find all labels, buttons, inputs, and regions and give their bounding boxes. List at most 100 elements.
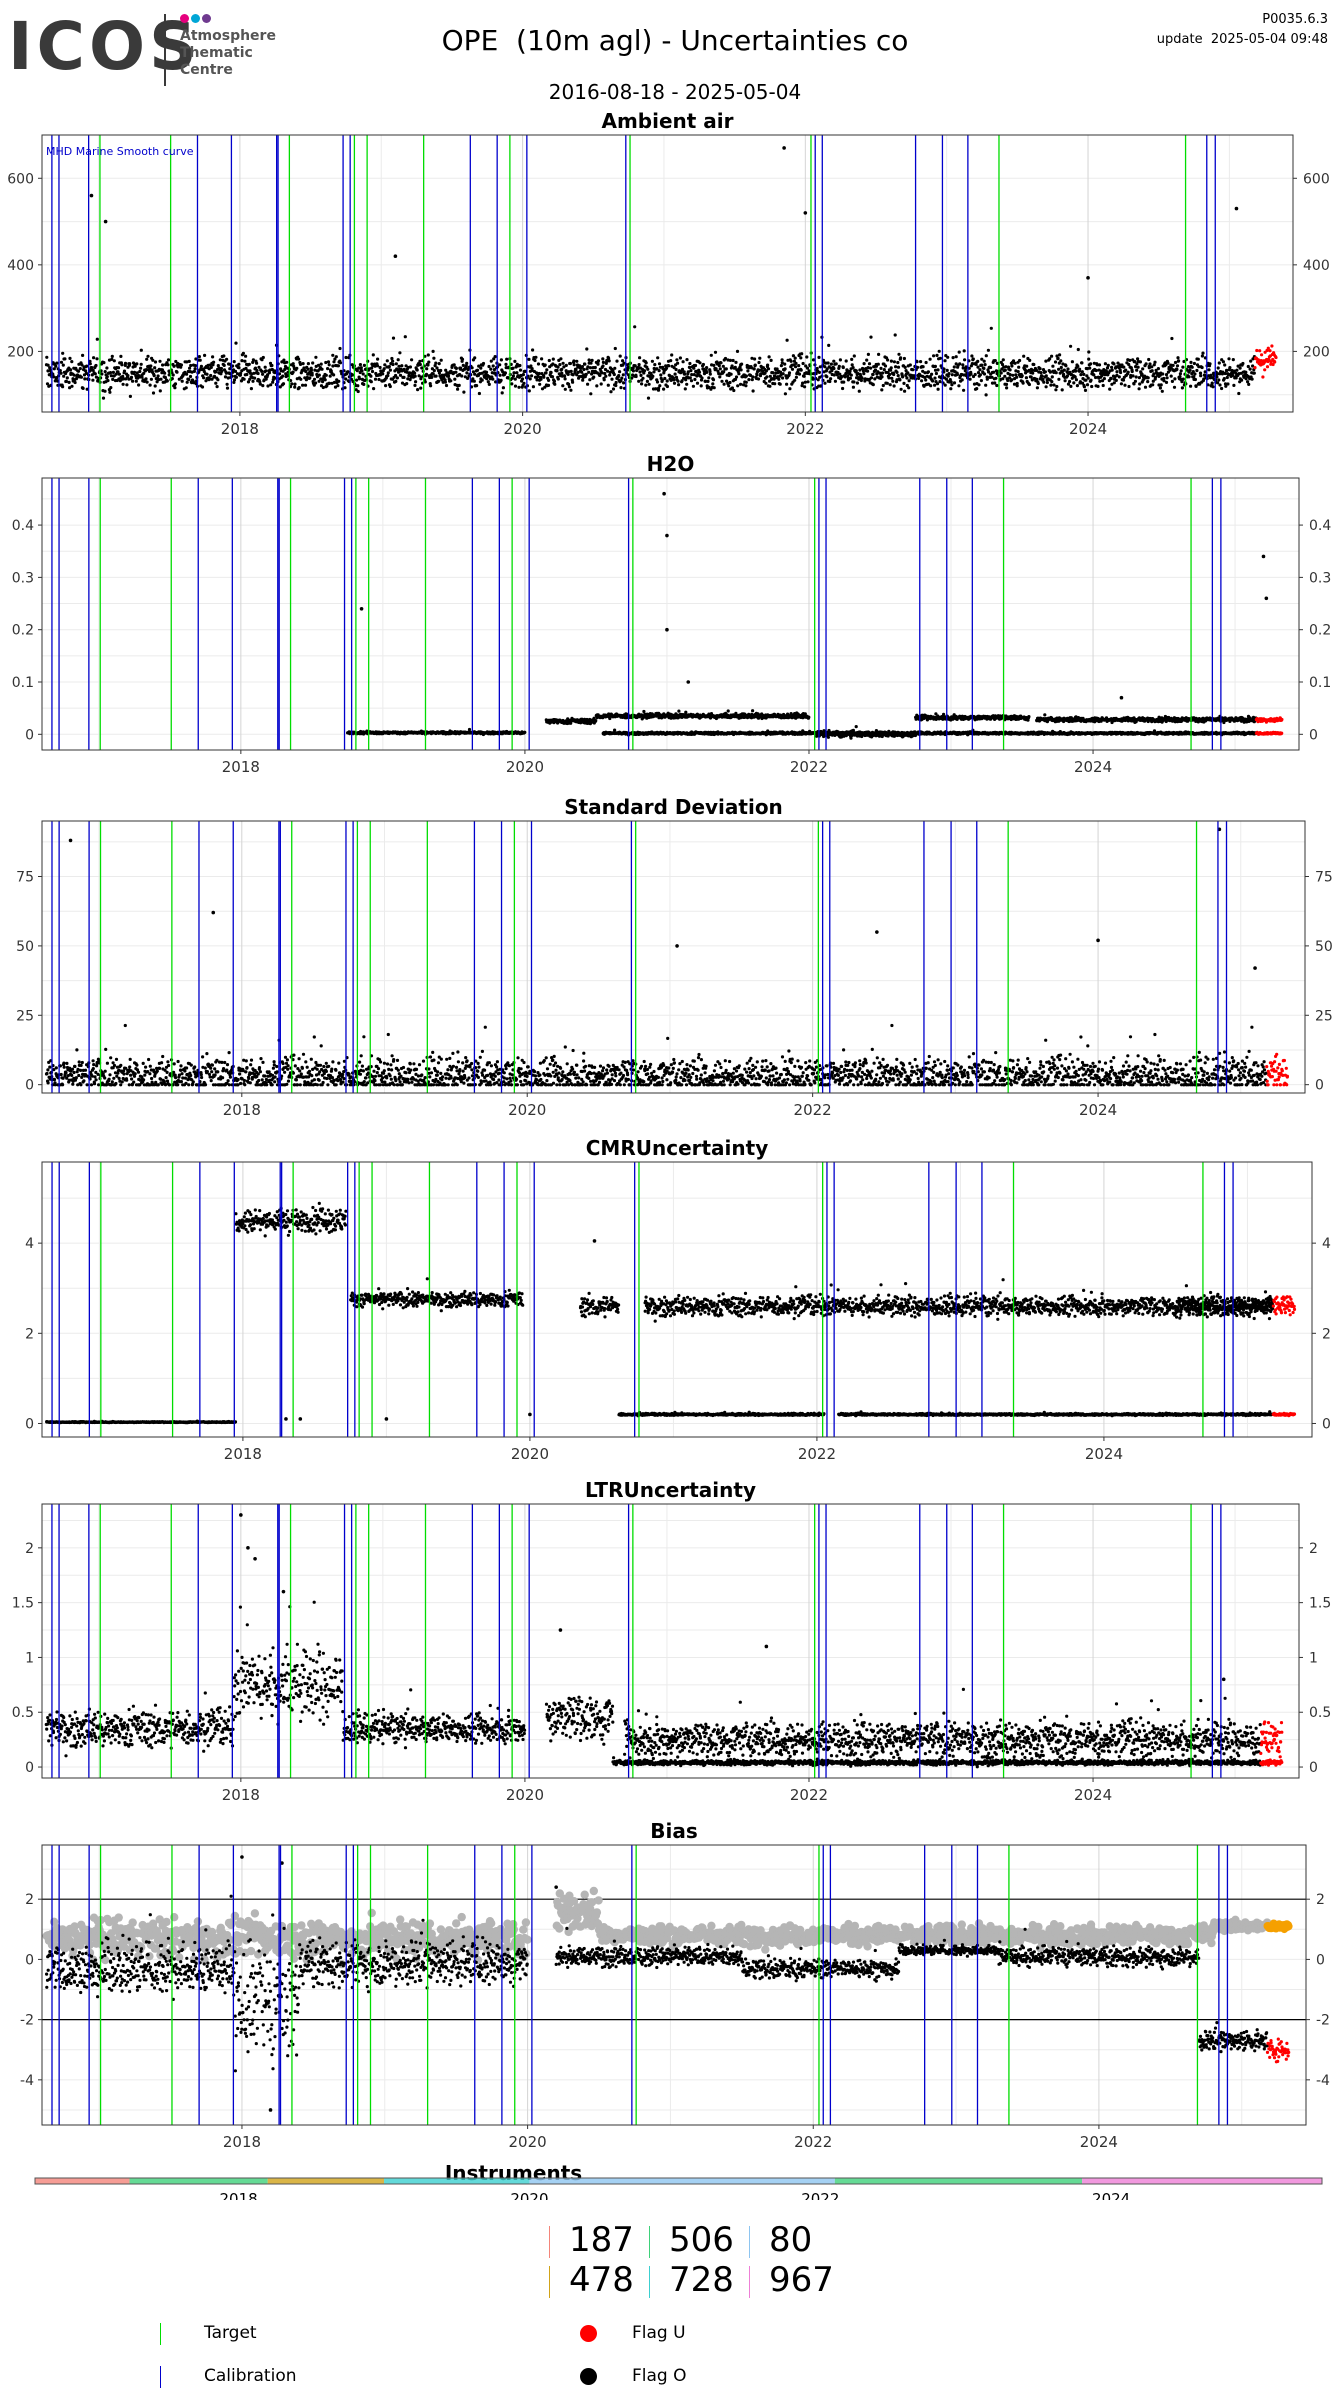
data-point — [59, 371, 63, 375]
data-point — [187, 377, 191, 382]
data-point — [269, 383, 273, 387]
data-point — [385, 359, 389, 363]
data-point — [963, 369, 967, 373]
data-point — [543, 363, 547, 367]
data-point — [81, 353, 85, 357]
data-point — [105, 366, 109, 370]
data-point — [261, 372, 265, 376]
data-point — [251, 360, 255, 364]
data-point — [1127, 384, 1131, 389]
data-point — [1198, 382, 1202, 386]
data-point — [873, 368, 878, 372]
logo-divider — [164, 14, 166, 86]
data-point — [646, 367, 650, 371]
data-point — [1253, 366, 1257, 370]
data-point — [314, 355, 318, 359]
data-point — [338, 346, 342, 351]
plot-area — [346, 491, 1284, 740]
data-point — [645, 379, 650, 383]
data-point — [672, 366, 676, 370]
data-point — [377, 377, 381, 382]
data-point — [587, 358, 591, 362]
data-point — [454, 366, 458, 370]
data-point — [1215, 375, 1219, 379]
data-point — [1240, 378, 1244, 382]
data-point — [902, 356, 907, 361]
data-point — [653, 363, 657, 367]
data-point — [336, 364, 340, 368]
data-point — [586, 382, 590, 386]
data-point — [1210, 381, 1214, 385]
data-point — [642, 369, 647, 373]
data-point — [271, 380, 275, 384]
data-point — [291, 362, 295, 366]
data-point — [1193, 377, 1197, 382]
data-point — [1124, 368, 1128, 372]
data-point — [1053, 360, 1058, 364]
data-point — [145, 380, 149, 384]
data-point — [972, 382, 977, 386]
data-point — [747, 378, 751, 382]
data-point — [769, 358, 773, 362]
data-point — [832, 373, 836, 377]
data-point — [518, 368, 523, 372]
data-point — [989, 326, 993, 330]
data-point — [481, 361, 486, 366]
data-point — [1236, 364, 1240, 368]
data-point — [904, 369, 908, 373]
data-point — [802, 374, 806, 378]
data-point — [727, 384, 731, 388]
data-point — [744, 374, 749, 378]
data-point — [479, 366, 483, 370]
data-point — [704, 379, 708, 383]
data-point — [569, 388, 573, 392]
data-point — [1190, 365, 1194, 369]
data-point — [669, 359, 673, 363]
outlier-point — [1234, 206, 1239, 211]
data-point — [102, 361, 106, 365]
data-point — [718, 367, 722, 371]
data-point — [1232, 383, 1236, 387]
data-point — [1199, 374, 1203, 378]
data-point — [873, 377, 877, 381]
data-point — [977, 383, 981, 387]
data-point — [938, 356, 943, 360]
data-point — [432, 369, 436, 373]
data-point — [437, 371, 441, 375]
data-point — [674, 375, 679, 379]
data-point — [542, 375, 546, 379]
data-point — [823, 381, 827, 385]
data-point — [688, 361, 692, 366]
plot-area — [44, 146, 1278, 400]
data-point — [874, 364, 879, 368]
data-point — [263, 365, 267, 369]
data-point — [539, 377, 543, 381]
data-point — [281, 374, 285, 378]
data-point — [700, 376, 704, 380]
data-point — [1050, 354, 1054, 358]
data-point — [475, 384, 479, 388]
data-point — [712, 386, 716, 390]
data-point — [512, 371, 516, 375]
data-point — [849, 373, 853, 377]
data-point — [74, 377, 78, 381]
data-point — [266, 384, 270, 388]
data-point — [943, 383, 947, 387]
data-point — [561, 361, 565, 365]
data-point — [902, 381, 906, 385]
data-point — [52, 375, 56, 379]
data-point — [765, 375, 769, 379]
data-point — [1223, 363, 1227, 367]
data-point — [301, 362, 305, 366]
data-point — [120, 363, 124, 367]
data-point — [891, 379, 895, 383]
data-point — [1106, 363, 1110, 367]
data-point — [651, 374, 655, 378]
data-point — [926, 370, 931, 374]
data-point — [817, 355, 821, 359]
data-point — [917, 376, 921, 380]
data-point — [1270, 344, 1274, 348]
data-point — [324, 373, 328, 377]
chart-annotation: MHD Marine Smooth curve — [46, 145, 194, 158]
